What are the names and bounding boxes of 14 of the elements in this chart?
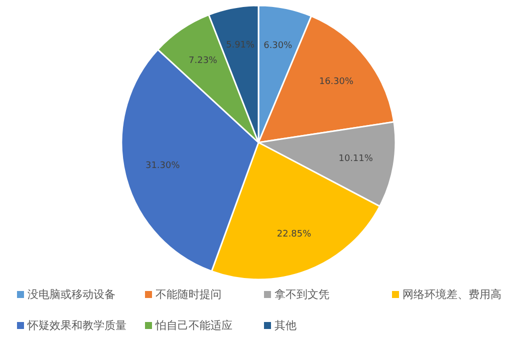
data-label: 6.30% (264, 40, 293, 51)
data-label: 7.23% (188, 56, 218, 66)
legend-label: 不能随时提问 (156, 288, 222, 301)
legend-label: 没电脑或移动设备 (28, 288, 116, 301)
data-label: 10.11% (338, 154, 374, 164)
legend-label: 网络环境差、费用高 (402, 288, 502, 301)
legend-label: 其他 (274, 319, 296, 332)
data-label: 16.30% (319, 76, 354, 87)
legend-label: 怀疑效果和教学质量 (26, 319, 126, 332)
data-label: 31.30% (145, 160, 180, 171)
legend-label: 拿不到文凭 (274, 288, 330, 301)
data-label: 22.85% (276, 230, 312, 240)
legend-label: 怕自己不能适应 (154, 319, 232, 332)
data-label: 5.91% (226, 40, 256, 51)
